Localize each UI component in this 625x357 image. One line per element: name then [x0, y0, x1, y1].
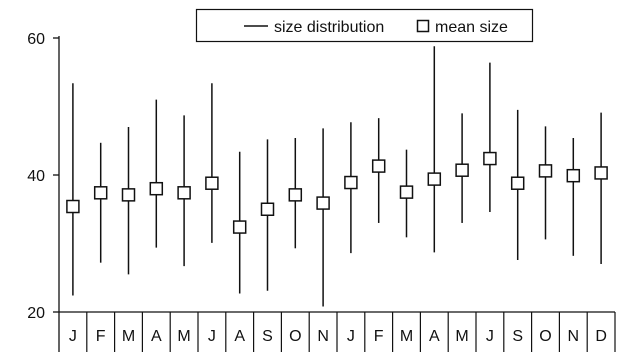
y-tick-label: 40: [27, 168, 45, 185]
x-tick-label: O: [539, 328, 551, 345]
mean-size-marker: [66, 199, 80, 214]
x-tick-label: F: [96, 328, 106, 345]
x-tick-label: M: [400, 328, 413, 345]
mean-size-marker: [344, 175, 358, 190]
x-tick-label: M: [122, 328, 135, 345]
x-tick-label: J: [347, 328, 355, 345]
x-tick-label: O: [289, 328, 301, 345]
x-tick-label: J: [208, 328, 216, 345]
legend: size distribution mean size: [195, 8, 534, 43]
x-tick-label: S: [512, 328, 523, 345]
mean-size-marker: [288, 188, 303, 202]
mean-size-marker: [260, 202, 275, 216]
x-tick-label: D: [595, 328, 607, 345]
legend-label-mean-size: mean size: [435, 19, 508, 36]
mean-size-marker: [121, 188, 136, 202]
mean-size-marker: [399, 185, 414, 199]
x-tick-label: J: [69, 328, 77, 345]
x-tick-label: A: [429, 328, 440, 345]
x-tick-label: A: [151, 328, 162, 345]
mean-size-marker: [566, 168, 581, 183]
x-tick-label: N: [568, 328, 580, 345]
x-tick-label: M: [455, 328, 468, 345]
y-tick-label: 60: [27, 31, 45, 48]
mean-size-marker: [205, 176, 219, 190]
axes: [53, 36, 616, 352]
mean-size-marker: [455, 163, 469, 177]
x-tick-label: M: [177, 328, 190, 345]
mean-size-marker: [149, 181, 164, 196]
mean-size-marker: [483, 151, 497, 166]
data-marks: [66, 46, 608, 307]
x-tick-label: F: [374, 328, 384, 345]
mean-size-marker: [93, 186, 108, 200]
mean-size-marker: [316, 196, 330, 210]
mean-size-marker: [232, 220, 247, 234]
y-tick-labels: 20 40 60: [27, 31, 45, 322]
mean-size-marker: [371, 159, 386, 173]
mean-size-marker: [538, 164, 553, 178]
x-tick-label: N: [317, 328, 329, 345]
mean-size-marker: [594, 166, 608, 180]
x-tick-label: A: [234, 328, 245, 345]
legend-label-size-distribution: size distribution: [274, 19, 384, 36]
legend-square-marker: [416, 19, 430, 33]
x-tick-label: S: [262, 328, 273, 345]
mean-size-marker: [427, 172, 442, 186]
mean-size-marker: [177, 186, 191, 200]
x-tick-label: J: [486, 328, 494, 345]
mean-size-marker: [510, 176, 525, 190]
y-tick-label: 20: [27, 305, 45, 322]
